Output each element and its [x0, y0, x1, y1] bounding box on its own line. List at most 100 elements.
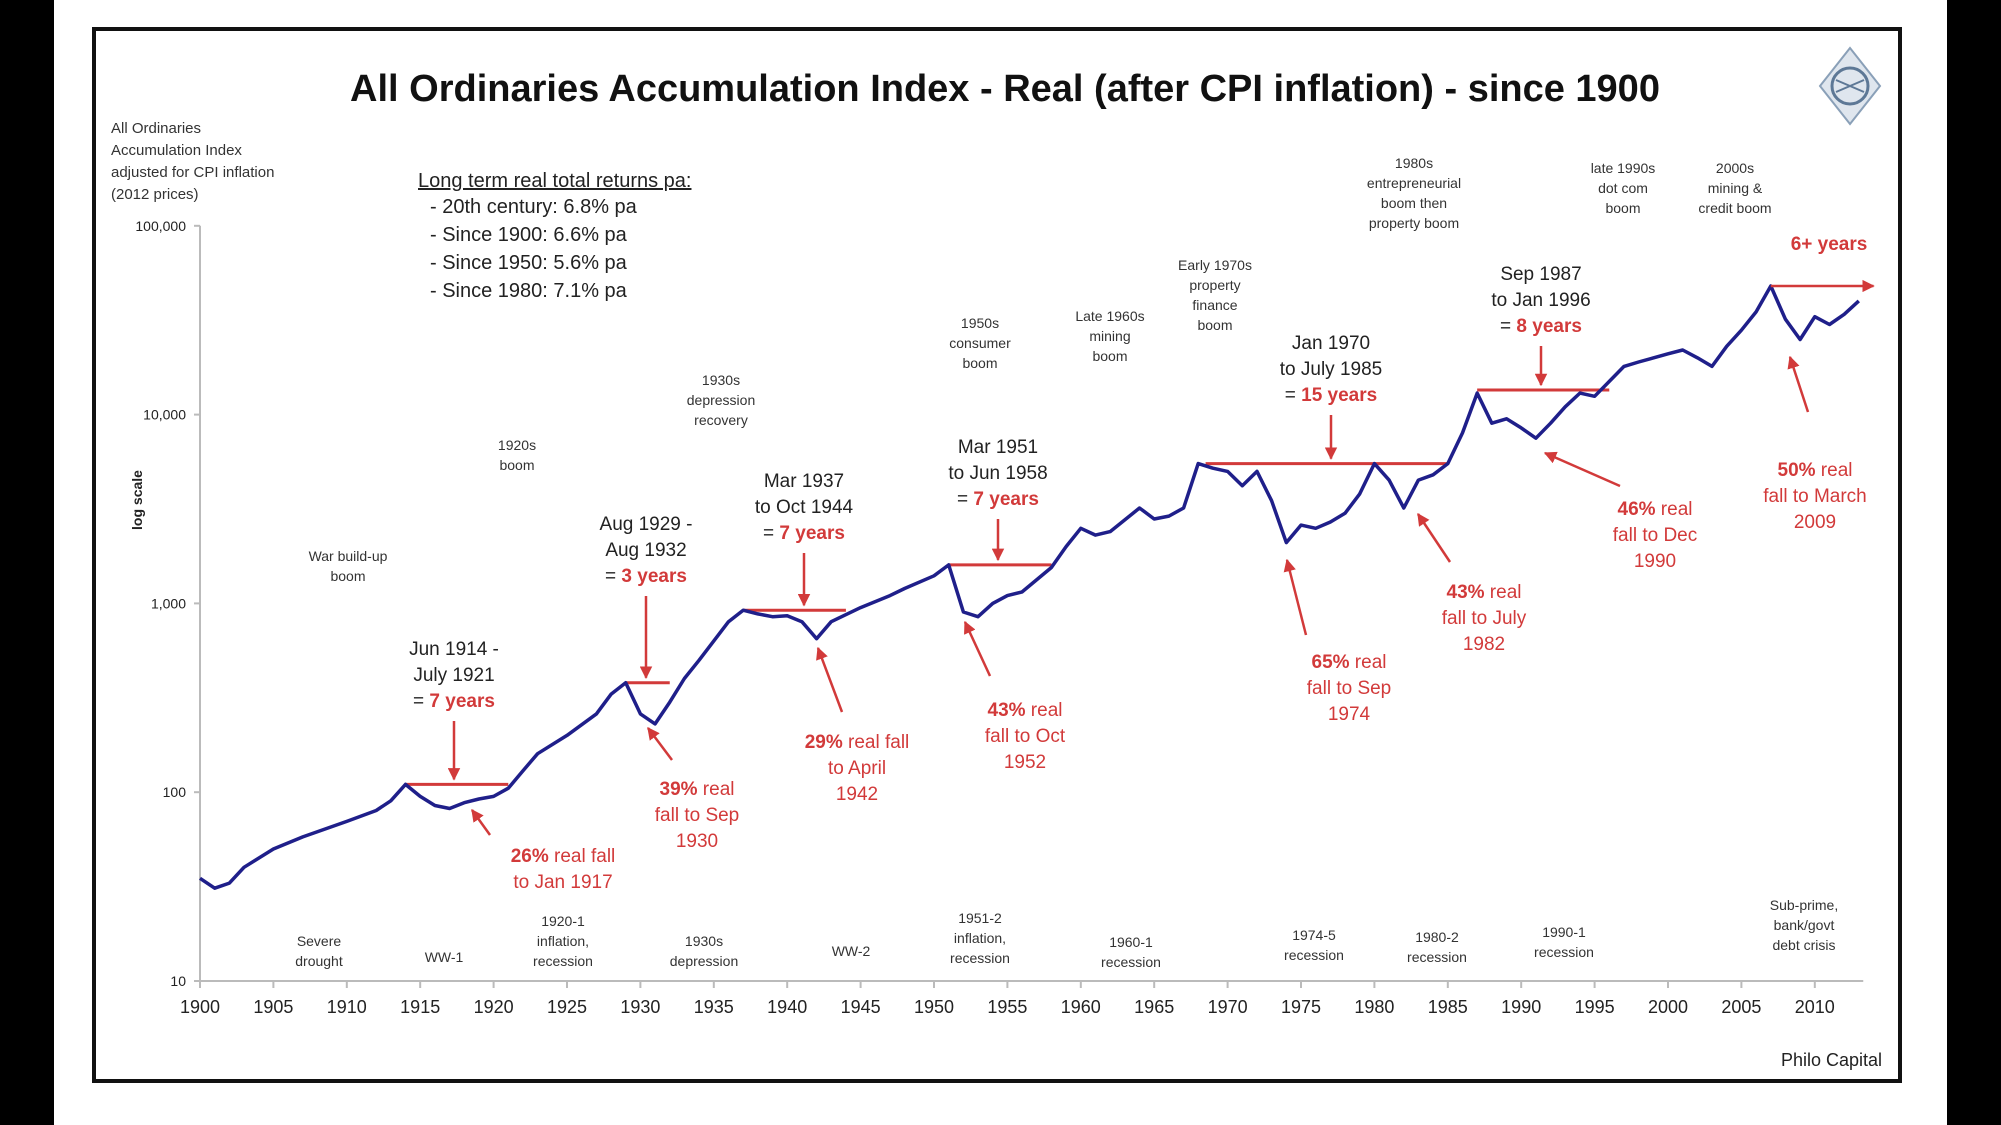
fall-arrow — [1283, 558, 1308, 636]
boom-annotation: War build-up boom — [309, 548, 388, 584]
period-annotation-line: to July 1985 — [1280, 359, 1382, 380]
boom-annotation-line: recovery — [694, 412, 748, 428]
boom-annotation: 1980s entrepreneurial boom then property bo… — [1367, 155, 1461, 231]
period-annotation: Jun 1914 - July 1921 = 7 years — [409, 639, 499, 712]
logo-icon — [1818, 46, 1882, 126]
fall-annotation-line: to Jan 1917 — [513, 872, 612, 893]
fall-annotation-line: 65% real — [1312, 652, 1387, 673]
boom-annotation-line: mining & — [1708, 180, 1763, 196]
period-duration: = 15 years — [1285, 385, 1377, 406]
boom-annotation: Late 1960s mining boom — [1075, 308, 1144, 364]
fall-annotation-line: 39% real — [660, 779, 735, 800]
period-annotation: Sep 1987 to Jan 1996 = 8 years — [1491, 264, 1590, 337]
y-axis-label: log scale — [129, 470, 145, 530]
x-tick-label: 1970 — [1208, 997, 1248, 1017]
downturn-annotation-line: 1960-1 — [1109, 934, 1153, 950]
fall-annotation: 46% real fall to Dec 1990 — [1613, 499, 1697, 572]
annotations: War build-up boom 1920s boom 1930s depression… — [295, 155, 1867, 970]
downturn-annotation: WW-2 — [832, 943, 871, 959]
chart-title: All Ordinaries Accumulation Index - Real… — [350, 68, 1660, 110]
x-tick-label: 1900 — [180, 997, 220, 1017]
boom-annotation-line: credit boom — [1698, 200, 1771, 216]
period-annotation: 6+ years — [1791, 234, 1868, 255]
fall-annotation-line: 50% real — [1778, 460, 1853, 481]
fall-annotation: 65% real fall to Sep 1974 — [1307, 652, 1392, 725]
fall-annotation-line: 46% real — [1618, 499, 1693, 520]
x-tick-label: 1955 — [987, 997, 1027, 1017]
x-tick-label: 1910 — [327, 997, 367, 1017]
y-desc-line: All Ordinaries — [111, 120, 201, 137]
fall-annotation: 39% real fall to Sep 1930 — [655, 779, 740, 852]
x-tick-label: 1940 — [767, 997, 807, 1017]
boom-annotation-line: Late 1960s — [1075, 308, 1144, 324]
downturn-annotation: 1930s depression — [670, 933, 739, 969]
fall-annotation: 43% real fall to Oct 1952 — [985, 700, 1066, 773]
fall-annotation-line: 1952 — [1004, 752, 1046, 773]
period-annotation-line: Mar 1937 — [764, 471, 844, 492]
boom-annotation-line: late 1990s — [1591, 160, 1656, 176]
returns-line: - Since 1900: 6.6% pa — [430, 224, 628, 246]
downturn-annotation-line: 1920-1 — [541, 913, 585, 929]
returns-box: Long term real total returns pa: - 20th … — [418, 170, 691, 302]
period-lines — [405, 388, 1610, 786]
period-annotation-line: Aug 1929 - — [600, 514, 693, 535]
fall-annotation-line: 29% real fall — [805, 732, 910, 753]
downturn-annotation-line: WW-2 — [832, 943, 871, 959]
x-tick-label: 1985 — [1428, 997, 1468, 1017]
period-annotation-line: Jan 1970 — [1292, 333, 1370, 354]
boom-annotation-line: dot com — [1598, 180, 1648, 196]
boom-annotation-line: 1980s — [1395, 155, 1433, 171]
arrows — [447, 279, 1875, 836]
downturn-annotation-line: recession — [1407, 949, 1467, 965]
period-duration: = 3 years — [605, 566, 687, 587]
downturn-annotation-line: WW-1 — [425, 949, 464, 965]
boom-annotation-line: entrepreneurial — [1367, 175, 1461, 191]
boom-annotation-line: consumer — [949, 335, 1011, 351]
fall-annotation-line: fall to Dec — [1613, 525, 1697, 546]
fall-arrow — [963, 620, 992, 677]
boom-annotation-line: property — [1189, 277, 1240, 293]
fall-arrow — [1416, 512, 1452, 563]
x-tick-label: 2000 — [1648, 997, 1688, 1017]
y-tick-label: 100,000 — [135, 218, 186, 234]
x-tick-label: 1975 — [1281, 997, 1321, 1017]
fall-arrow — [816, 646, 844, 713]
fall-annotation-line: 43% real — [988, 700, 1063, 721]
fall-annotation-line: to April — [828, 758, 886, 779]
fall-annotation-line: fall to Sep — [1307, 678, 1392, 699]
boom-annotation-line: boom then — [1381, 195, 1447, 211]
y-desc-line: adjusted for CPI inflation — [111, 164, 274, 181]
fall-annotation-line: fall to July — [1442, 608, 1527, 629]
fall-annotation-line: 1930 — [676, 831, 718, 852]
x-tick-label: 1990 — [1501, 997, 1541, 1017]
fall-annotation-line: 2009 — [1794, 512, 1836, 533]
boom-annotation-line: boom — [1092, 348, 1127, 364]
boom-annotation: Early 1970s property finance boom — [1178, 257, 1252, 333]
downturn-annotation: 1980-2 recession — [1407, 929, 1467, 965]
returns-line: - Since 1950: 5.6% pa — [430, 252, 628, 274]
downturn-annotation-line: Severe — [297, 933, 342, 949]
period-annotation: Jan 1970 to July 1985 = 15 years — [1280, 333, 1382, 406]
fall-annotation-line: 1982 — [1463, 634, 1505, 655]
downturn-annotation-line: 1930s — [685, 933, 723, 949]
downturn-annotation-line: recession — [950, 950, 1010, 966]
downturn-annotation: Sub-prime, bank/govt debt crisis — [1770, 897, 1838, 953]
boom-annotation-line: boom — [330, 568, 365, 584]
boom-annotation-line: 2000s — [1716, 160, 1754, 176]
x-tick-label: 1930 — [620, 997, 660, 1017]
downturn-annotation: 1990-1 recession — [1534, 924, 1594, 960]
boom-annotation: late 1990s dot com boom — [1591, 160, 1656, 216]
fall-annotation-line: 26% real fall — [511, 846, 616, 867]
x-tick-label: 1995 — [1575, 997, 1615, 1017]
downturn-annotation-line: bank/govt — [1774, 917, 1835, 933]
period-annotation-line: Mar 1951 — [958, 437, 1038, 458]
period-annotation: Aug 1929 - Aug 1932 = 3 years — [600, 514, 693, 587]
downturn-annotation-line: 1974-5 — [1292, 927, 1336, 943]
period-annotation: Mar 1937 to Oct 1944 = 7 years — [755, 471, 854, 544]
series-line — [199, 284, 1860, 890]
period-annotation-line: Jun 1914 - — [409, 639, 499, 660]
boom-annotation-line: boom — [962, 355, 997, 371]
source-label: Philo Capital — [1781, 1050, 1882, 1070]
boom-annotation-line: 1920s — [498, 437, 536, 453]
